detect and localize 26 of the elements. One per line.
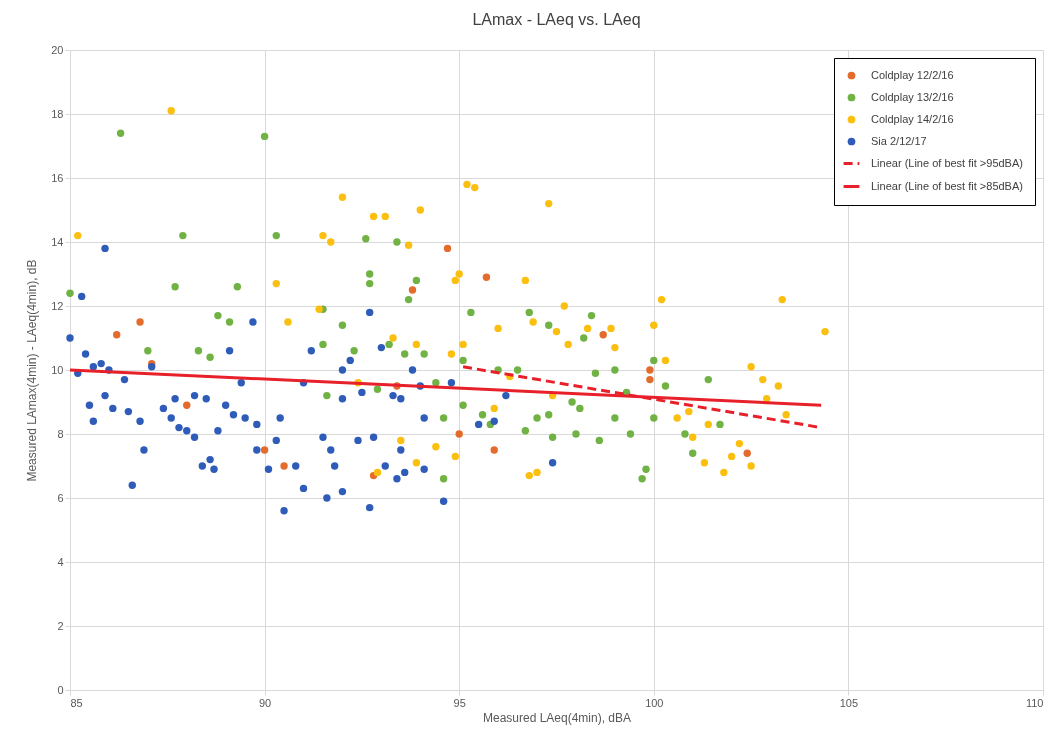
x-tick-label: 90 — [258, 696, 272, 709]
y-tick-label: 4 — [57, 555, 64, 568]
legend-label: Linear (Line of best fit >95dBA) — [871, 156, 1023, 169]
y-tick-label: 14 — [51, 235, 64, 248]
y-tick-label: 8 — [57, 427, 64, 440]
x-tick-label: 100 — [645, 696, 664, 709]
y-tick-label: 16 — [51, 171, 64, 184]
y-tick-label: 12 — [51, 299, 64, 312]
x-tick-label: 110 — [1025, 696, 1044, 709]
x-tick-label: 85 — [70, 696, 83, 709]
y-tick-label: 6 — [57, 491, 64, 504]
legend-label: Coldplay 14/2/16 — [871, 112, 954, 125]
legend-label: Linear (Line of best fit >85dBA) — [871, 179, 1023, 192]
y-tick-label: 10 — [51, 363, 64, 376]
y-tick-label: 0 — [57, 683, 64, 696]
y-tick-label: 18 — [51, 107, 64, 120]
x-tick-label: 95 — [453, 696, 466, 709]
chart-title: LAmax - LAeq vs. LAeq — [472, 11, 641, 28]
x-tick-label: 105 — [839, 696, 859, 709]
y-tick-label: 20 — [51, 43, 64, 56]
legend-label: Coldplay 13/2/16 — [871, 90, 954, 103]
y-tick-label: 2 — [57, 619, 64, 632]
x-axis-title: Measured LAeq(4min), dBA — [482, 710, 632, 725]
y-axis-title: Measured LAmax(4min) - LAeq(4min), dB — [25, 259, 40, 482]
legend-label: Sia 2/12/17 — [871, 134, 927, 147]
legend-label: Coldplay 12/2/16 — [871, 68, 954, 81]
